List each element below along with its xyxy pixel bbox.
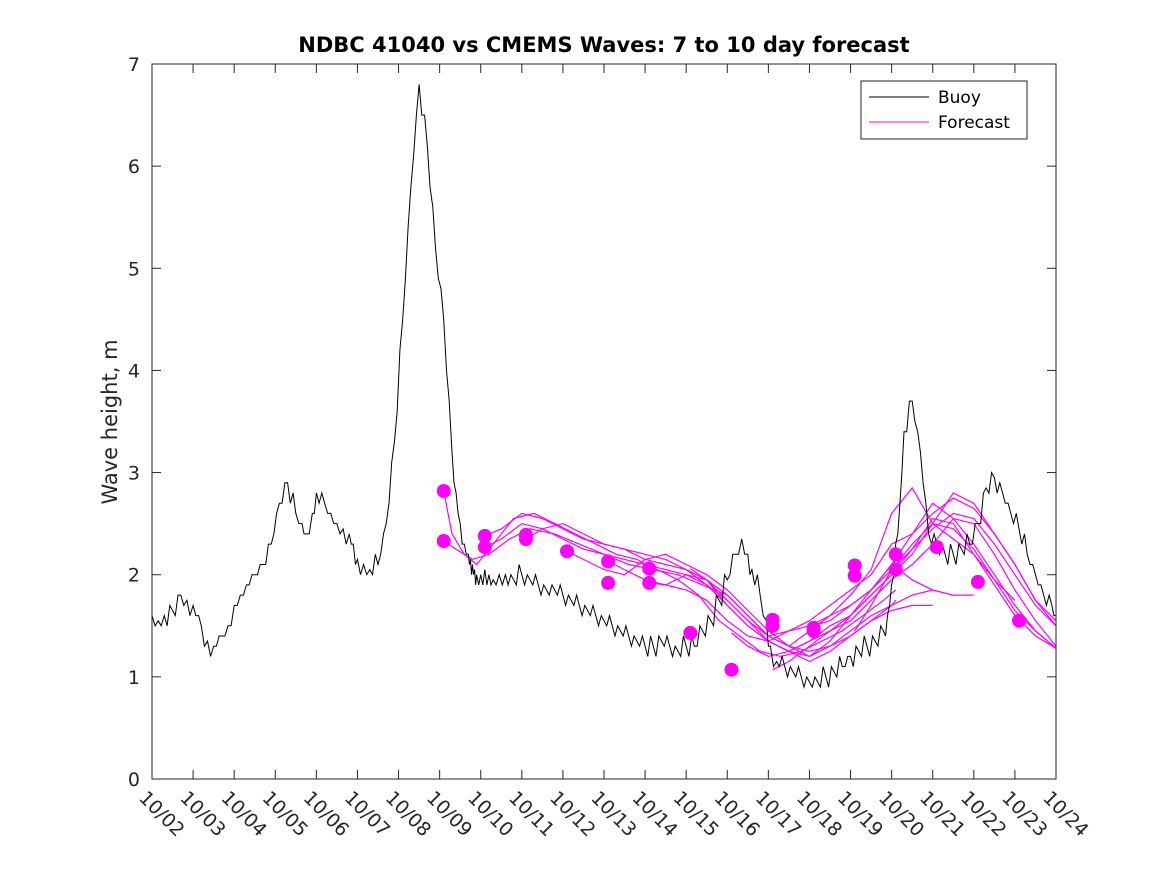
forecast-marker-18	[847, 568, 862, 583]
y-tick-label-1: 1	[128, 667, 140, 689]
legend: Buoy Forecast	[860, 80, 1028, 140]
forecast-marker-22	[970, 574, 985, 589]
x-tick-label-20: 10/22	[956, 787, 1010, 841]
plot-area	[152, 64, 1056, 779]
forecast-marker-19	[888, 547, 903, 562]
x-tick-label-14: 10/16	[710, 787, 764, 841]
forecast-marker-16	[806, 623, 821, 638]
x-tick-label-13: 10/15	[669, 787, 723, 841]
x-tick-label-1: 10/03	[176, 787, 230, 841]
x-tick-label-0: 10/02	[134, 787, 188, 841]
x-tick-label-16: 10/18	[792, 787, 846, 841]
forecast-marker-0	[436, 484, 451, 498]
x-tick-label-10: 10/12	[545, 787, 599, 841]
forecast-marker-17	[847, 558, 862, 573]
x-tick-label-6: 10/08	[381, 787, 435, 841]
x-tick-label-21: 10/23	[997, 787, 1051, 841]
x-tick-label-19: 10/21	[915, 787, 969, 841]
forecast-marker-5	[518, 532, 533, 546]
forecast-marker-23	[1012, 613, 1026, 628]
y-tick-label-2: 2	[128, 565, 140, 587]
x-tick-label-8: 10/10	[463, 787, 517, 841]
forecast-line-5	[566, 486, 1016, 647]
x-tick-label-22: 10/24	[1038, 787, 1092, 841]
forecast-marker-3	[477, 540, 492, 555]
marker-layer	[436, 484, 1026, 677]
forecast-marker-10	[642, 575, 657, 590]
y-axis-label: Wave height, m	[98, 339, 122, 504]
forecast-line-9	[731, 517, 1057, 658]
x-tick-label-11: 10/13	[586, 787, 640, 841]
x-tick-label-12: 10/14	[628, 787, 682, 841]
chart-title: NDBC 41040 vs CMEMS Waves: 7 to 10 day f…	[298, 33, 909, 57]
x-tick-label-2: 10/04	[217, 787, 271, 841]
forecast-marker-1	[436, 534, 451, 548]
forecast-line-10	[772, 517, 1057, 671]
forecast-line-11	[813, 502, 1057, 649]
forecast-marker-11	[683, 625, 698, 640]
forecast-marker-8	[601, 575, 616, 590]
legend-buoy-label: Buoy	[938, 88, 981, 108]
legend-forecast-label: Forecast	[938, 113, 1010, 133]
forecast-marker-14	[765, 618, 780, 633]
forecast-marker-21	[929, 540, 944, 555]
legend-box	[860, 80, 1028, 140]
forecast-marker-12	[724, 662, 739, 677]
forecast-marker-6	[560, 544, 574, 559]
y-tick-label-6: 6	[128, 156, 140, 178]
forecast-line-1	[443, 528, 897, 652]
x-tick-label-18: 10/20	[874, 787, 928, 841]
forecast-marker-9	[642, 561, 657, 576]
x-tick-label-9: 10/11	[504, 787, 558, 841]
forecast-line-6	[607, 497, 1057, 637]
y-tick-label-3: 3	[128, 463, 140, 485]
x-tick-label-3: 10/05	[258, 787, 312, 841]
x-tick-label-5: 10/07	[340, 787, 394, 841]
x-tick-label-17: 10/19	[833, 787, 887, 841]
forecast-marker-7	[601, 554, 616, 569]
y-tick-label-7: 7	[128, 54, 140, 76]
x-tick-label-7: 10/09	[422, 787, 476, 841]
series-layer	[151, 84, 1057, 690]
plot-background	[152, 64, 1056, 779]
x-tick-label-4: 10/06	[299, 787, 353, 841]
forecast-marker-2	[477, 528, 492, 543]
forecast-line-0	[443, 490, 897, 658]
x-tick-label-15: 10/17	[751, 787, 805, 841]
y-tick-label-5: 5	[128, 258, 140, 280]
y-tick-label-4: 4	[128, 360, 140, 382]
buoy-line	[151, 84, 1056, 690]
forecast-marker-20	[888, 562, 903, 577]
y-tick-label-0: 0	[128, 769, 140, 791]
